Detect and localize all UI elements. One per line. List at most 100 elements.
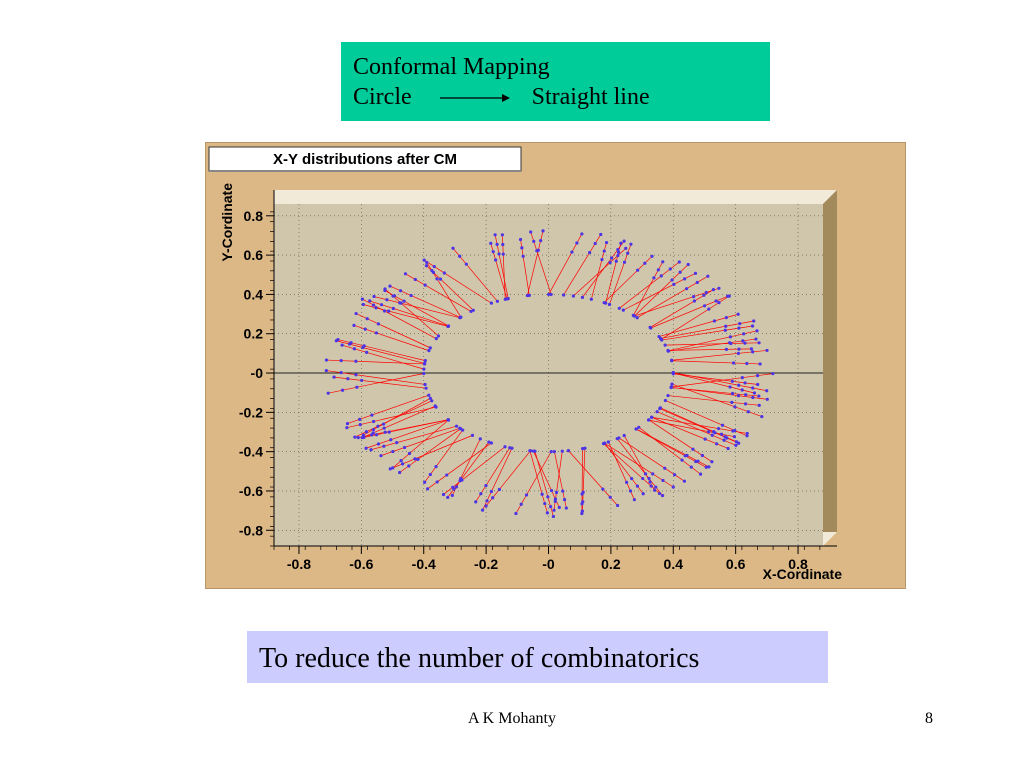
- y-tick-label: 0.4: [244, 286, 264, 302]
- data-point: [707, 307, 711, 311]
- data-point: [557, 505, 561, 510]
- footer-author: A K Mohanty: [468, 710, 556, 727]
- data-point: [730, 391, 735, 396]
- data-point: [691, 295, 696, 299]
- data-point: [435, 480, 439, 484]
- data-point: [521, 254, 525, 258]
- data-point: [588, 251, 592, 255]
- data-point: [464, 262, 468, 266]
- data-point: [758, 362, 762, 366]
- data-point: [358, 417, 362, 421]
- data-point: [700, 453, 705, 458]
- data-point: [549, 450, 553, 454]
- frame-top-bevel: [274, 190, 837, 204]
- data-point: [683, 277, 687, 281]
- data-point: [470, 433, 475, 437]
- data-point: [686, 262, 690, 267]
- data-point: [478, 437, 482, 441]
- data-point: [497, 487, 501, 492]
- data-point: [649, 484, 653, 488]
- data-point: [599, 232, 603, 237]
- data-point: [741, 339, 745, 343]
- data-point: [427, 349, 431, 353]
- data-point: [583, 446, 587, 450]
- data-point: [672, 282, 676, 286]
- data-point: [750, 324, 755, 328]
- data-point: [355, 385, 359, 389]
- data-point: [424, 386, 428, 390]
- data-point: [625, 480, 629, 484]
- data-point: [771, 372, 775, 376]
- data-point: [345, 426, 349, 430]
- data-point: [374, 331, 379, 335]
- data-point: [445, 473, 449, 477]
- data-point: [428, 346, 432, 350]
- data-point: [354, 359, 358, 363]
- data-point: [352, 347, 356, 351]
- data-point: [580, 509, 584, 513]
- data-point: [751, 350, 755, 354]
- data-point: [608, 495, 612, 499]
- data-point: [669, 385, 673, 389]
- data-point: [737, 326, 741, 330]
- data-point: [413, 457, 417, 461]
- data-point: [365, 317, 369, 321]
- title-line2: Circle Straight line: [353, 82, 770, 112]
- data-point: [743, 381, 747, 385]
- data-point: [641, 492, 645, 496]
- scatter-chart: X-Y distributions after CM -0.8 -0.6 -0.4-…: [208, 146, 842, 582]
- data-point: [385, 298, 389, 302]
- data-point: [471, 308, 475, 312]
- data-point: [654, 485, 658, 489]
- data-point: [372, 294, 376, 299]
- data-point: [615, 503, 620, 508]
- data-point: [736, 351, 740, 355]
- data-point: [648, 480, 652, 484]
- data-point: [616, 250, 621, 254]
- data-point: [643, 472, 648, 476]
- data-point: [376, 442, 381, 446]
- data-point: [552, 449, 556, 454]
- data-point: [430, 399, 434, 403]
- data-point: [539, 238, 543, 243]
- data-point: [693, 271, 698, 275]
- data-point: [695, 280, 699, 285]
- track-line: [671, 373, 773, 388]
- data-point: [733, 428, 737, 433]
- data-point: [407, 464, 411, 468]
- chart-title: X-Y distributions after CM: [273, 151, 457, 168]
- data-point: [358, 422, 362, 427]
- data-point: [666, 349, 670, 353]
- data-point: [728, 385, 732, 389]
- y-tick-label: -0.2: [239, 404, 263, 420]
- data-point: [655, 410, 659, 414]
- data-point: [352, 323, 356, 327]
- data-point: [435, 277, 439, 281]
- data-point: [743, 402, 748, 406]
- data-point: [723, 435, 727, 439]
- data-point: [339, 359, 343, 363]
- data-point: [632, 498, 637, 502]
- data-point: [371, 303, 376, 307]
- data-point: [680, 458, 684, 462]
- data-point: [552, 508, 556, 512]
- data-point: [346, 377, 350, 381]
- data-point: [324, 358, 329, 362]
- data-point: [604, 240, 609, 245]
- data-point: [649, 326, 653, 330]
- data-point: [706, 274, 710, 278]
- x-tick-label: 0.2: [601, 556, 621, 572]
- data-point: [745, 434, 749, 438]
- data-point: [641, 476, 645, 481]
- data-point: [382, 444, 386, 448]
- data-point: [738, 322, 742, 326]
- data-point: [545, 511, 549, 515]
- data-point: [622, 433, 626, 438]
- data-point: [656, 268, 660, 272]
- data-point: [757, 394, 761, 398]
- data-point: [626, 251, 630, 255]
- data-point: [650, 415, 654, 419]
- data-point: [658, 406, 662, 410]
- data-point: [617, 306, 621, 310]
- data-point: [600, 257, 604, 262]
